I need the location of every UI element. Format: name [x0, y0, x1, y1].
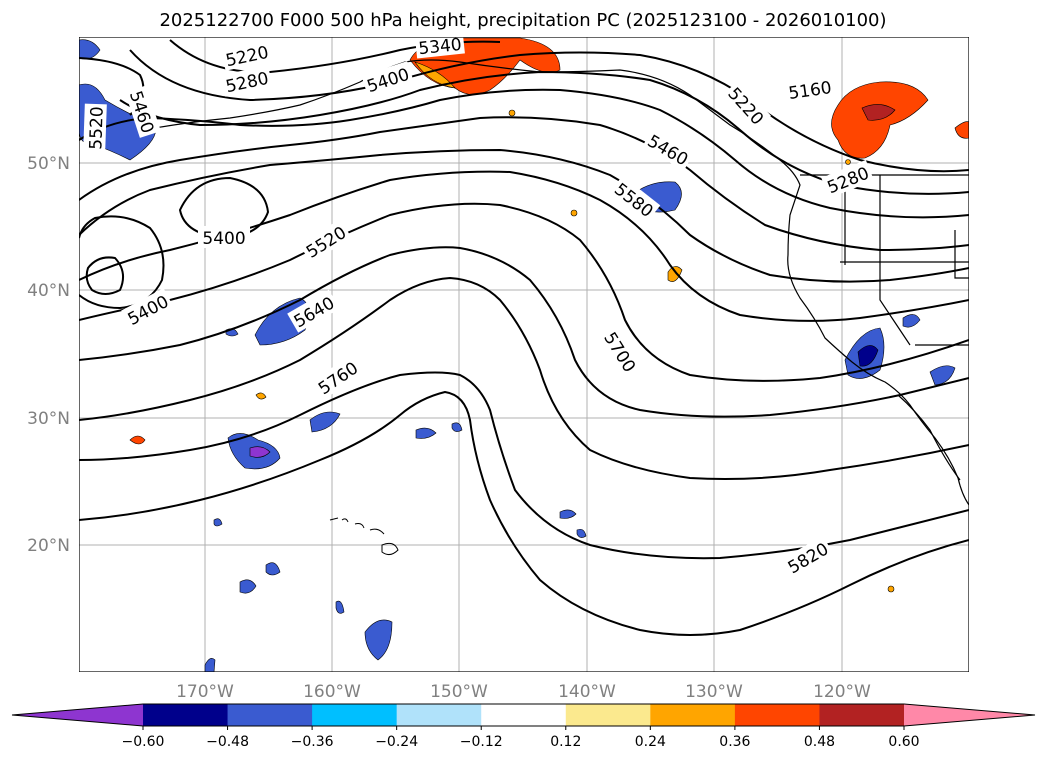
colorbar-bin: [819, 704, 905, 726]
longitude-labels: 170°W 160°W 150°W 140°W 130°W 120°W: [176, 682, 871, 702]
contour-label: 5400: [202, 229, 245, 249]
colorbar-bin: [312, 704, 398, 726]
lon-label: 160°W: [303, 682, 361, 702]
colorbar-tick-label: 0.24: [635, 734, 666, 750]
colorbar-bin: [650, 704, 736, 726]
colorbar-extend-max: [904, 704, 1035, 726]
height-contours: [79, 39, 969, 636]
colorbar-tick-label: 0.48: [804, 734, 835, 750]
lat-label: 40°N: [27, 281, 70, 301]
colorbar-extend-min: [12, 704, 143, 726]
colorbar-bin: [734, 704, 820, 726]
colorbar-tick-label: 0.60: [888, 734, 919, 750]
colorbar-tick-label: −0.60: [122, 734, 165, 750]
lon-label: 150°W: [430, 682, 488, 702]
colorbar-tick-label: −0.36: [291, 734, 334, 750]
colorbar-bin: [227, 704, 313, 726]
contour-label: 5520: [86, 106, 107, 150]
colorbar-bin: [565, 704, 651, 726]
colorbar-bin: [396, 704, 482, 726]
latitude-labels: 50°N 40°N 30°N 20°N: [27, 154, 70, 556]
colorbar-tick-label: −0.48: [206, 734, 249, 750]
lon-label: 120°W: [813, 682, 871, 702]
colorbar-tick-label: 0.12: [550, 734, 581, 750]
lat-label: 30°N: [27, 409, 70, 429]
colorbar-bin: [143, 704, 229, 726]
hawaii-islands: [329, 517, 399, 556]
contour-label: 5340: [418, 35, 463, 59]
lon-label: 130°W: [685, 682, 743, 702]
colorbar-tick-label: 0.36: [719, 734, 750, 750]
lat-label: 20°N: [27, 536, 70, 556]
colorbar-tick-label: −0.24: [375, 734, 418, 750]
lon-label: 170°W: [176, 682, 234, 702]
lon-label: 140°W: [558, 682, 616, 702]
colorbar: −0.60 −0.48 −0.36 −0.24 −0.12 0.12 0.24 0.36 0.4…: [11, 703, 1036, 750]
figure-title: 2025122700 F000 500 hPa height, precipit…: [159, 10, 886, 31]
lat-label: 50°N: [27, 154, 70, 174]
map-area: 5220 5280 5340 5400 5460 5520 5160 5220 …: [79, 35, 969, 672]
precip-blob-bc: [831, 81, 929, 159]
colorbar-bin: [481, 704, 567, 726]
colorbar-tick-label: −0.12: [460, 734, 503, 750]
